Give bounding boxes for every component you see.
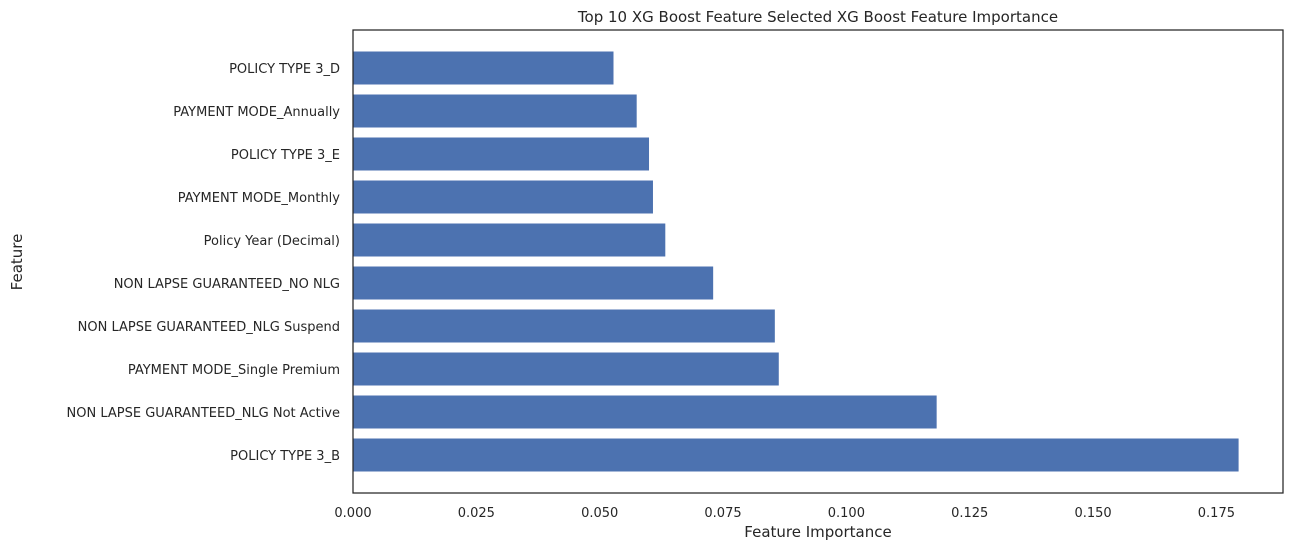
x-tick-labels: 0.000 0.025 0.050 0.075 0.100 0.125 0.150 0.175 — [334, 506, 1235, 521]
bar-1 — [353, 51, 614, 85]
x-tick-label: 0.075 — [704, 506, 741, 521]
x-tick-label: 0.100 — [828, 506, 865, 521]
bar-4 — [353, 180, 653, 214]
bar-8 — [353, 352, 779, 386]
bar-9 — [353, 395, 937, 429]
x-tick-label: 0.150 — [1074, 506, 1111, 521]
y-tick-label: NON LAPSE GUARANTEED_NO NLG — [114, 277, 340, 292]
x-tick-label: 0.175 — [1198, 506, 1235, 521]
y-tick-label: Policy Year (Decimal) — [204, 234, 340, 249]
bar-10 — [353, 438, 1239, 472]
bars-group — [353, 51, 1239, 472]
y-tick-label: NON LAPSE GUARANTEED_NLG Suspend — [78, 320, 340, 335]
y-tick-label: POLICY TYPE 3_B — [230, 449, 340, 464]
y-tick-label: POLICY TYPE 3_D — [229, 62, 340, 77]
y-tick-labels: POLICY TYPE 3_D PAYMENT MODE_Annually POLI… — [67, 62, 341, 464]
bar-3 — [353, 137, 650, 171]
y-tick-label: PAYMENT MODE_Single Premium — [128, 363, 340, 378]
x-tick-label: 0.050 — [581, 506, 618, 521]
bar-5 — [353, 223, 666, 257]
x-axis-label: Feature Importance — [744, 523, 891, 541]
chart-title: Top 10 XG Boost Feature Selected XG Boos… — [577, 8, 1058, 26]
bar-2 — [353, 94, 637, 128]
y-tick-label: PAYMENT MODE_Monthly — [178, 191, 341, 206]
y-tick-label: POLICY TYPE 3_E — [231, 148, 340, 163]
x-tick-label: 0.000 — [334, 506, 371, 521]
plot-frame — [352, 29, 1284, 494]
y-axis-label: Feature — [8, 234, 26, 291]
x-tick-label: 0.125 — [951, 506, 988, 521]
bar-7 — [353, 309, 775, 343]
y-tick-label: PAYMENT MODE_Annually — [173, 105, 340, 120]
y-tick-label: NON LAPSE GUARANTEED_NLG Not Active — [67, 406, 340, 421]
bar-6 — [353, 266, 714, 300]
x-tick-label: 0.025 — [458, 506, 495, 521]
